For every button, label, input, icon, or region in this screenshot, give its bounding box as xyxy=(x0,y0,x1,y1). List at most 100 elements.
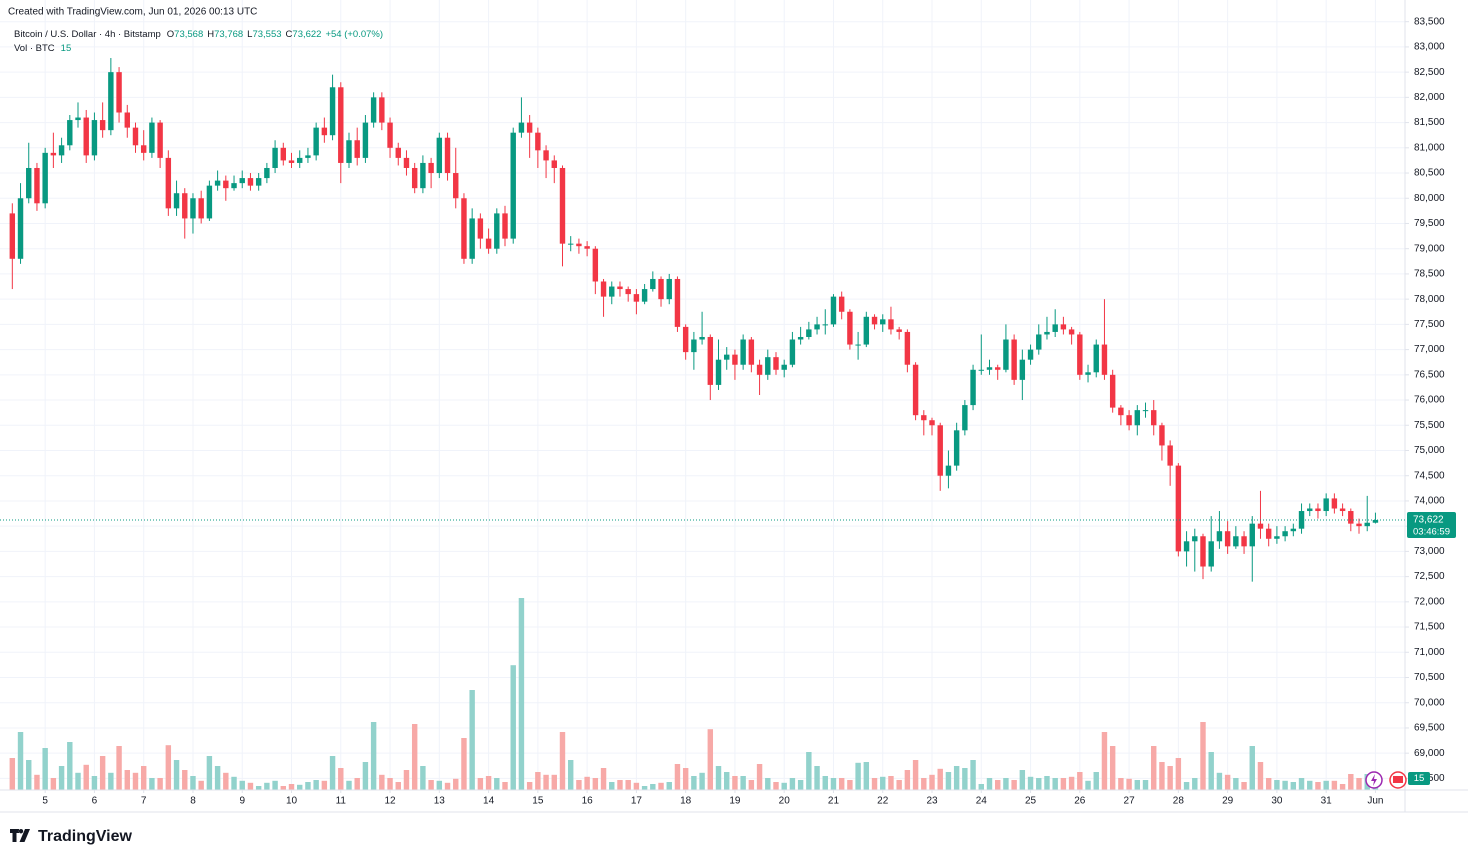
volume-bar xyxy=(1224,774,1231,790)
volume-bar xyxy=(658,782,664,790)
y-tick-label: 83,000 xyxy=(1414,42,1445,53)
candle-body xyxy=(633,294,640,302)
candle-body xyxy=(600,281,607,297)
volume-bar xyxy=(140,766,147,790)
candle-body xyxy=(871,316,878,325)
x-tick-label: 27 xyxy=(1124,796,1136,807)
candle-body xyxy=(67,120,73,146)
volume-bar xyxy=(1093,772,1099,790)
volume-bar xyxy=(502,782,508,790)
volume-bar xyxy=(559,732,566,790)
volume-bar xyxy=(880,776,886,790)
volume-bar xyxy=(83,764,89,790)
volume-bar xyxy=(1192,778,1198,790)
candle-body xyxy=(1372,520,1379,523)
x-tick-label: 6 xyxy=(92,796,98,807)
last-price-box xyxy=(1407,512,1456,539)
candle-body xyxy=(863,316,870,345)
volume-bar xyxy=(1331,780,1338,790)
volume-bar xyxy=(1298,778,1305,790)
created-note: Created with TradingView.com, Jun 01, 20… xyxy=(8,7,257,18)
x-tick-label: 18 xyxy=(680,796,692,807)
candle-body xyxy=(1323,498,1329,512)
volume-bar xyxy=(34,774,40,790)
candle-body xyxy=(970,369,976,406)
volume-bar xyxy=(231,776,237,790)
volume-bar xyxy=(1208,752,1214,790)
candle-body xyxy=(724,354,730,360)
volume-bar xyxy=(978,784,984,790)
candle-body xyxy=(149,122,155,153)
x-tick-label: 28 xyxy=(1173,796,1185,807)
volume-bar xyxy=(494,778,500,790)
lightning-glyph xyxy=(1371,774,1377,786)
candle-body xyxy=(576,243,582,247)
candle-body xyxy=(592,248,599,282)
volume-bar xyxy=(338,768,344,790)
y-tick-label: 80,500 xyxy=(1414,168,1445,179)
volume-bar xyxy=(929,774,935,790)
candle-body xyxy=(354,140,360,158)
candle-body xyxy=(707,336,714,385)
volume-bar xyxy=(691,776,697,790)
x-tick-label: 13 xyxy=(434,796,446,807)
y-tick-label: 75,000 xyxy=(1414,445,1445,456)
candle-body xyxy=(937,425,943,476)
axes: 83,500 83,000 82,500 82,000 81,500 81,000 80,5… xyxy=(0,16,1456,807)
candle-body xyxy=(494,213,500,249)
candle-body xyxy=(962,405,968,431)
candle-body xyxy=(1331,498,1338,509)
volume-bar xyxy=(9,758,16,790)
x-tick-label: 29 xyxy=(1222,796,1234,807)
volume-bar xyxy=(592,778,599,790)
candle-body xyxy=(567,243,574,245)
candle-body xyxy=(420,162,426,189)
volume-legend: Vol · BTC 15 xyxy=(14,43,71,54)
candle-body xyxy=(559,167,566,244)
candle-body xyxy=(1167,445,1173,466)
candle-body xyxy=(1257,523,1264,529)
volume-bar xyxy=(1274,780,1280,790)
candle-body xyxy=(1282,531,1288,537)
candle-body xyxy=(1159,425,1165,446)
y-tick-label: 73,000 xyxy=(1414,546,1445,557)
volume-bar xyxy=(190,776,196,790)
candle-body xyxy=(132,127,139,146)
volume-bar xyxy=(428,780,434,790)
x-tick-label: 10 xyxy=(286,796,298,807)
candle-body xyxy=(1208,541,1214,567)
candle-body xyxy=(1044,331,1050,335)
candle-body xyxy=(1019,359,1026,380)
candle-body xyxy=(1224,531,1231,547)
candle-body xyxy=(806,329,812,337)
volume-bar xyxy=(124,770,130,790)
volume-bar xyxy=(1151,746,1157,790)
volume-bar xyxy=(264,782,270,790)
volume-bar xyxy=(510,665,516,790)
volume-bar xyxy=(313,780,319,790)
candle-body xyxy=(880,319,886,325)
candle-body xyxy=(83,117,89,156)
x-tick-label: 9 xyxy=(239,796,245,807)
logo-icon xyxy=(10,829,30,842)
volume-bar xyxy=(641,786,648,790)
volume-bar xyxy=(609,782,615,790)
candle-body xyxy=(247,178,254,186)
candle-body xyxy=(1192,536,1198,542)
candle-body xyxy=(822,324,828,326)
volume-bar xyxy=(1241,782,1247,790)
volume-bar xyxy=(91,776,98,790)
volume-bar xyxy=(469,690,475,790)
candle-body xyxy=(526,122,533,133)
volume-bar xyxy=(329,756,336,790)
candle-body xyxy=(411,167,418,189)
candle-body xyxy=(165,157,172,209)
candle-body xyxy=(9,213,16,259)
candle-body xyxy=(1249,523,1255,547)
volume-pane xyxy=(9,598,1379,790)
candle-body xyxy=(1298,511,1305,529)
candle-body xyxy=(1151,410,1157,426)
volume-bar xyxy=(1200,722,1206,790)
candle-body xyxy=(395,147,401,158)
